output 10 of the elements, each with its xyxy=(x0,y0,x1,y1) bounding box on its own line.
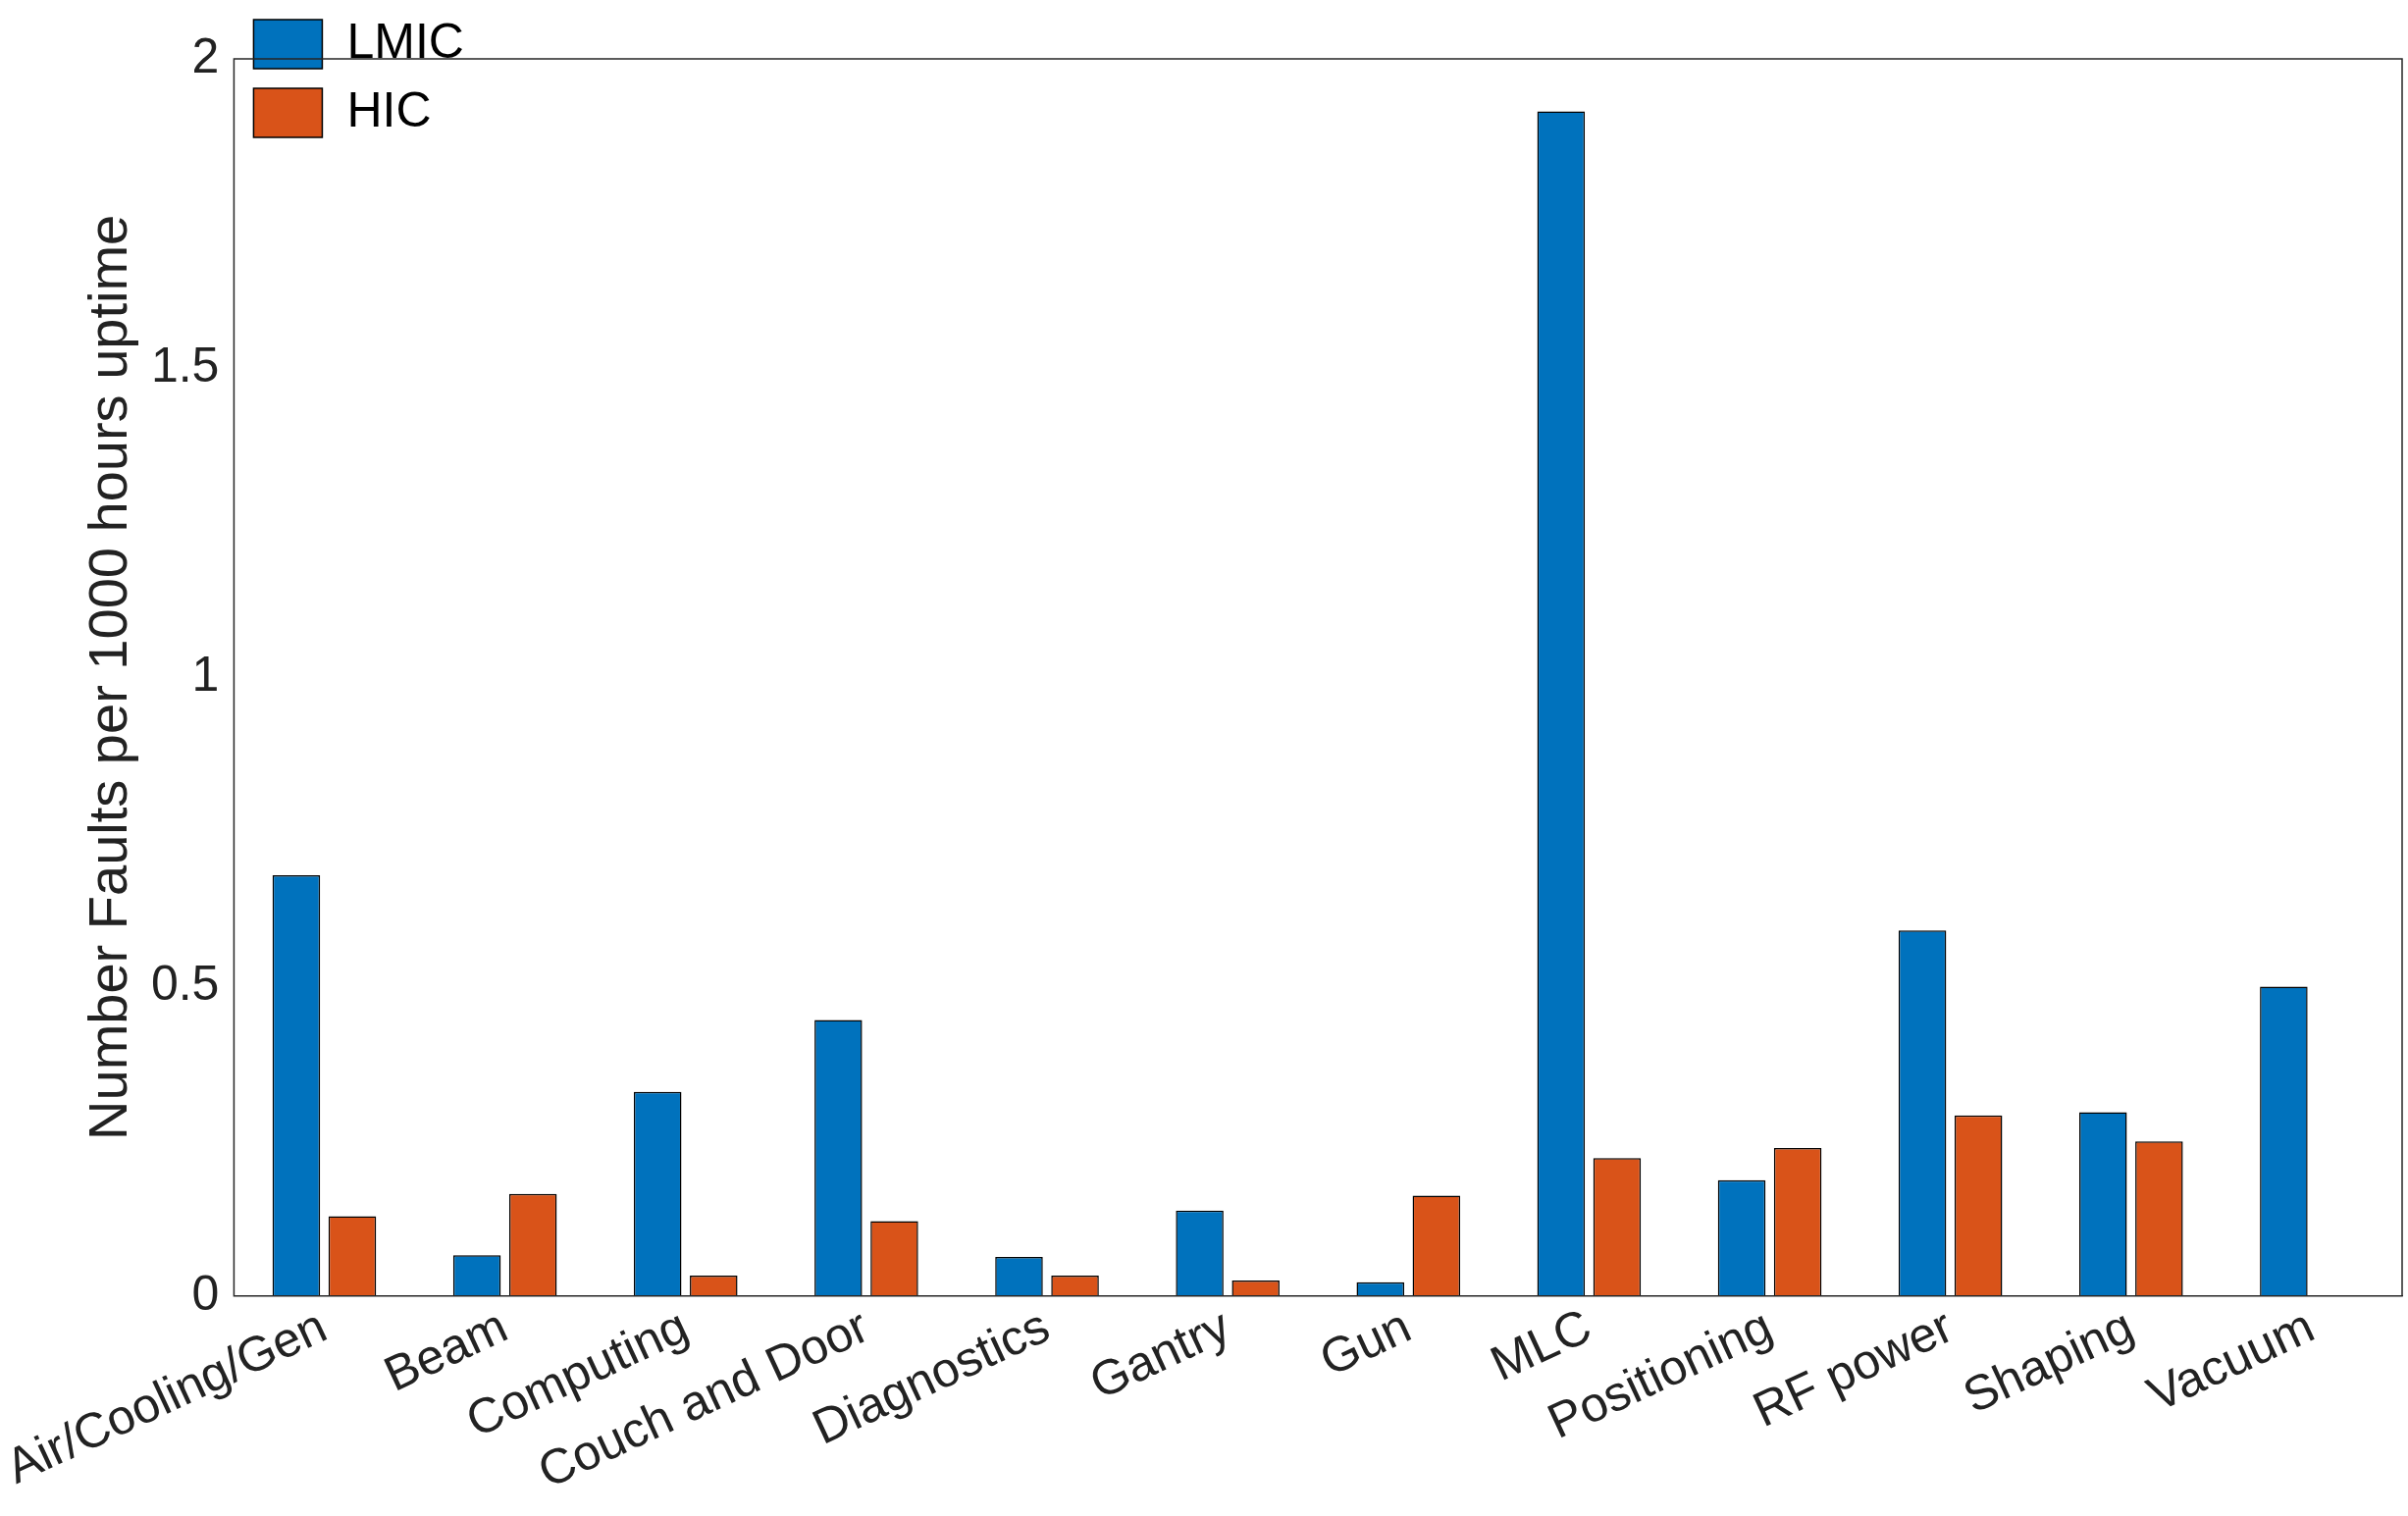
x-tick-label: Gantry xyxy=(1080,1297,1238,1410)
y-tick-label: 0.5 xyxy=(150,956,220,1012)
y-tick-label: 1 xyxy=(191,647,220,703)
legend-label: HIC xyxy=(346,81,432,137)
legend-label: LMIC xyxy=(346,13,464,69)
y-tick-label: 1.5 xyxy=(150,337,220,392)
y-axis-title: Number Faults per 1000 hours uptime xyxy=(76,214,138,1140)
y-tick-label: 0 xyxy=(191,1265,220,1321)
x-tick-label: Gun xyxy=(1311,1297,1419,1387)
y-tick-label: 2 xyxy=(191,27,220,83)
